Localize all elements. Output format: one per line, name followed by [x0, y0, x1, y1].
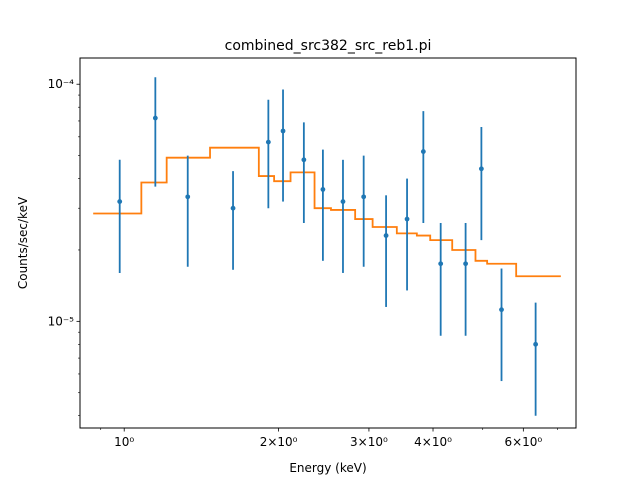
data-point [438, 261, 444, 267]
y-tick-label: 10⁻⁵ [48, 314, 75, 328]
y-axis-label: Counts/sec/keV [16, 196, 30, 289]
axes-layer: 10⁰ 2×10⁰ 3×10⁰ 4×10⁰ 6×10⁰ 10⁻⁵ 10⁻⁴ [48, 77, 558, 449]
data-point [230, 205, 236, 211]
data-point [361, 194, 367, 200]
data-point [280, 128, 286, 134]
data-point [320, 187, 326, 192]
model-layer [93, 146, 561, 278]
x-axis-label: Energy (keV) [289, 461, 366, 475]
data-point [340, 199, 346, 204]
model-step-line [93, 146, 561, 278]
data-point [117, 199, 123, 204]
data-point [404, 216, 410, 222]
x-tick-label: 4×10⁰ [414, 435, 452, 449]
x-tick-label: 10⁰ [114, 435, 134, 449]
plot-frame [79, 57, 577, 429]
plot-area [80, 58, 576, 428]
data-point [265, 139, 271, 145]
data-point [533, 341, 539, 347]
data-point [499, 307, 504, 313]
data-point [185, 194, 191, 200]
data-point [478, 166, 484, 172]
data-point [152, 115, 158, 121]
data-point [463, 261, 469, 267]
data-point [301, 157, 307, 163]
data-point [420, 149, 426, 154]
x-tick-label: 3×10⁰ [350, 435, 388, 449]
y-tick-label: 10⁻⁴ [48, 77, 75, 91]
data-layer [117, 77, 539, 416]
x-tick-label: 6×10⁰ [504, 435, 542, 449]
chart-title: combined_src382_src_reb1.pi [225, 38, 432, 54]
data-point [383, 233, 389, 238]
x-tick-label: 2×10⁰ [260, 435, 298, 449]
